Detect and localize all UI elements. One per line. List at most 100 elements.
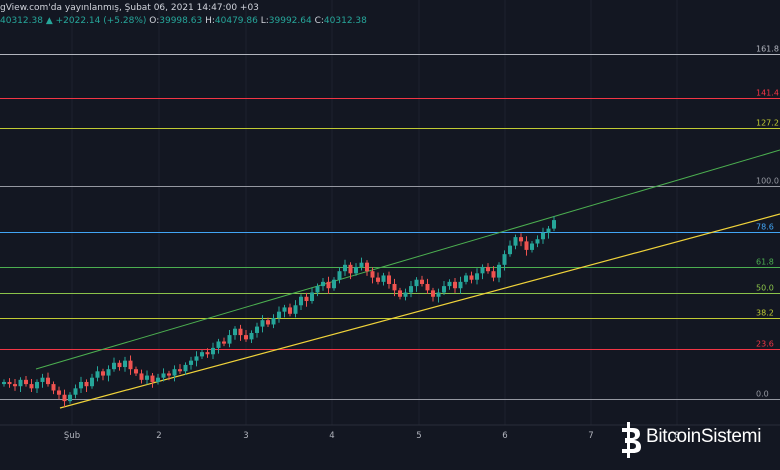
candle-body [205, 352, 210, 355]
close-value: 40312.38 [323, 16, 367, 26]
fib-label: 38.2 [756, 309, 774, 318]
candle-body [288, 307, 292, 314]
candle-body [299, 296, 303, 306]
candle-body [216, 341, 221, 348]
fib-label: 61.8 [756, 258, 774, 267]
candle-body [46, 377, 50, 385]
candle-body [552, 220, 556, 229]
candle-body [145, 375, 149, 380]
candle-body [106, 369, 111, 376]
candle-body [524, 241, 529, 250]
candle-body [453, 281, 457, 289]
x-tick-label[interactable]: 7 [588, 431, 593, 441]
x-tick-label[interactable]: 2 [156, 431, 161, 441]
candle-body [29, 384, 34, 389]
x-tick-label[interactable]: 4 [329, 431, 334, 441]
fibonacci-levels[interactable]: 161.8 141.4 127.2 100.0 78.6 61.8 50.0 38.2 23.6… [0, 45, 780, 400]
candle-body [249, 332, 254, 340]
candle-body [51, 384, 56, 391]
candle-body [117, 362, 122, 368]
x-tick-label[interactable]: 5 [416, 431, 421, 441]
fib-label: 23.6 [756, 340, 774, 349]
candle-body [398, 290, 402, 297]
candle-body [255, 326, 259, 333]
x-tick-label[interactable]: Şub [64, 431, 80, 441]
trend-lines[interactable] [35, 149, 780, 409]
ohlc-legend: 40312.38 ▲ +2022.14 (+5.28%) O:39998.63 … [0, 16, 367, 26]
close-label: C: [314, 16, 324, 26]
candle-body [57, 390, 61, 395]
candle-body [156, 377, 160, 382]
candle-body [480, 266, 485, 274]
candle-body [530, 243, 534, 250]
candle-body [139, 373, 144, 380]
candle-body [128, 360, 133, 370]
candle-body [436, 292, 441, 297]
bitcoin-logo-icon [622, 422, 641, 458]
candle-body [95, 371, 100, 378]
candle-body [370, 271, 375, 278]
candle-body [519, 237, 523, 242]
fib-label: 0.0 [756, 390, 769, 399]
candle-body [2, 381, 6, 385]
fib-label: 50.0 [756, 284, 774, 293]
watermark: BitcoinSistemi [616, 420, 780, 464]
candle-body [337, 271, 342, 280]
x-tick-label[interactable]: 8 [674, 431, 679, 441]
candle-body [343, 264, 347, 272]
candle-body [425, 283, 430, 291]
x-tick-label[interactable]: 6 [502, 431, 507, 441]
publish-info: gView.com'da yayınlanmış, Şubat 06, 2021… [0, 3, 259, 13]
candle-body [194, 356, 199, 361]
candle-body [348, 264, 353, 274]
candle-body [24, 379, 28, 385]
candle-body [321, 281, 325, 287]
candle-body [150, 375, 155, 382]
candle-body [442, 286, 446, 293]
candle-body [497, 264, 501, 278]
fib-label: 100.0 [756, 177, 779, 186]
candle-body [458, 281, 463, 289]
x-tick-label[interactable]: 3 [243, 431, 248, 441]
candle-body [62, 394, 67, 402]
candle-body [183, 364, 188, 372]
candle-body [189, 360, 193, 365]
candle-body [244, 335, 248, 340]
triangle-up-icon: ▲ [45, 16, 53, 26]
low-value: 39992.64 [268, 16, 312, 26]
candle-body [431, 290, 435, 297]
candle-body [178, 369, 182, 372]
candle-body [332, 279, 336, 289]
candle-body [73, 388, 78, 395]
fib-label: 161.8 [756, 45, 779, 54]
candle-body [354, 266, 358, 274]
candle-body [161, 373, 166, 378]
time-axis[interactable]: Şub 2 3 4 5 6 7 8 [64, 431, 680, 441]
candle-body [365, 262, 369, 272]
candle-body [447, 281, 452, 287]
candle-body [7, 381, 12, 385]
candle-body [409, 286, 413, 293]
candle-body [13, 384, 17, 387]
fib-label: 78.6 [756, 223, 774, 232]
open-label: O: [149, 16, 160, 26]
lower-channel-line[interactable] [59, 213, 780, 409]
open-value: 39998.63 [159, 16, 203, 26]
candle-body [266, 320, 270, 325]
upper-channel-line[interactable] [35, 149, 780, 370]
candle-body [101, 371, 105, 376]
candle-body [502, 254, 507, 265]
candle-body [123, 360, 127, 368]
candle-body [414, 279, 419, 287]
candle-body [134, 369, 138, 374]
candle-body [282, 307, 287, 312]
candle-body [387, 275, 391, 284]
candle-body [326, 281, 331, 289]
candle-body [403, 292, 408, 297]
candle-body [84, 381, 89, 387]
candle-body [112, 362, 116, 370]
candle-body [35, 381, 39, 389]
candle-body [376, 277, 380, 282]
candle-body [167, 373, 171, 376]
